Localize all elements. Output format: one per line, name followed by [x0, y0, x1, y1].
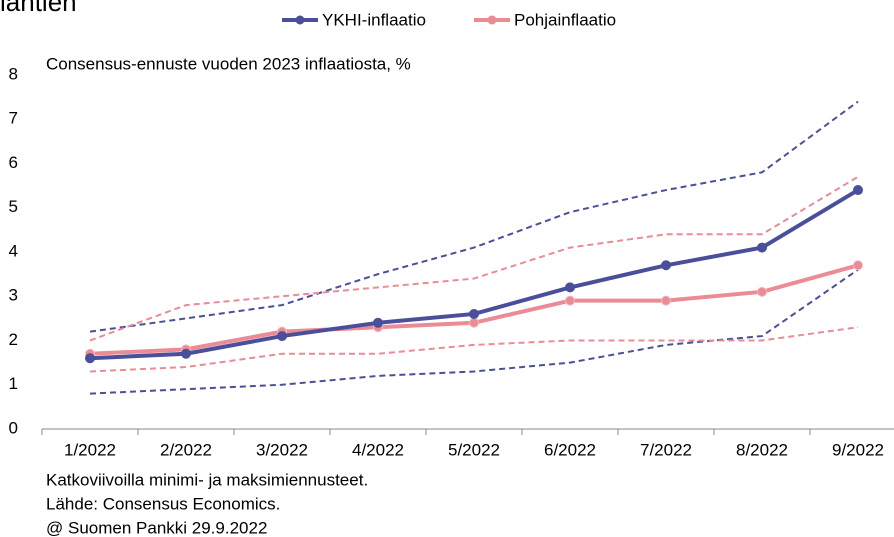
chart-title: iantien [0, 0, 77, 17]
line [89, 268, 859, 395]
legend-marker [295, 15, 305, 25]
y-tick-label: 4 [9, 241, 18, 260]
x-tick-label: 8/2022 [736, 440, 788, 459]
legend-marker [487, 15, 497, 25]
point [85, 353, 95, 364]
point [661, 295, 671, 306]
line [89, 326, 859, 373]
y-tick-label: 0 [9, 418, 18, 437]
y-tick-label: 1 [9, 374, 18, 393]
y-tick-label: 6 [9, 153, 18, 172]
x-tick-label: 7/2022 [640, 440, 692, 459]
point [469, 308, 479, 319]
x-tick-label: 6/2022 [544, 440, 596, 459]
line [89, 188, 860, 361]
line [89, 100, 859, 333]
point [757, 286, 767, 297]
footnote: Katkoviivoilla minimi- ja maksimiennuste… [46, 470, 368, 489]
point [181, 348, 191, 359]
point [853, 185, 863, 196]
footnote: @ Suomen Pankki 29.9.2022 [46, 518, 267, 537]
point [661, 260, 671, 271]
x-tick-label: 5/2022 [448, 440, 500, 459]
x-tick-label: 3/2022 [256, 440, 308, 459]
footnote: Lähde: Consensus Economics. [46, 494, 280, 513]
point [853, 260, 863, 271]
point [469, 317, 479, 328]
legend-label: YKHI-inflaatio [322, 10, 426, 29]
chart-subtitle: Consensus-ennuste vuoden 2023 inflaatios… [46, 54, 411, 73]
x-tick-label: 4/2022 [352, 440, 404, 459]
x-tick-label: 2/2022 [160, 440, 212, 459]
line [89, 175, 859, 342]
point [373, 317, 383, 328]
x-tick-label: 1/2022 [64, 440, 116, 459]
y-tick-label: 5 [9, 197, 18, 216]
point [277, 331, 287, 342]
y-tick-label: 2 [9, 330, 18, 349]
x-tick-label: 9/2022 [832, 440, 884, 459]
legend-label: Pohjainflaatio [514, 10, 616, 29]
y-tick-label: 8 [9, 64, 18, 83]
point [757, 242, 767, 253]
y-tick-label: 7 [9, 109, 18, 128]
y-tick-label: 3 [9, 286, 18, 305]
point [565, 295, 575, 306]
point [565, 282, 575, 293]
